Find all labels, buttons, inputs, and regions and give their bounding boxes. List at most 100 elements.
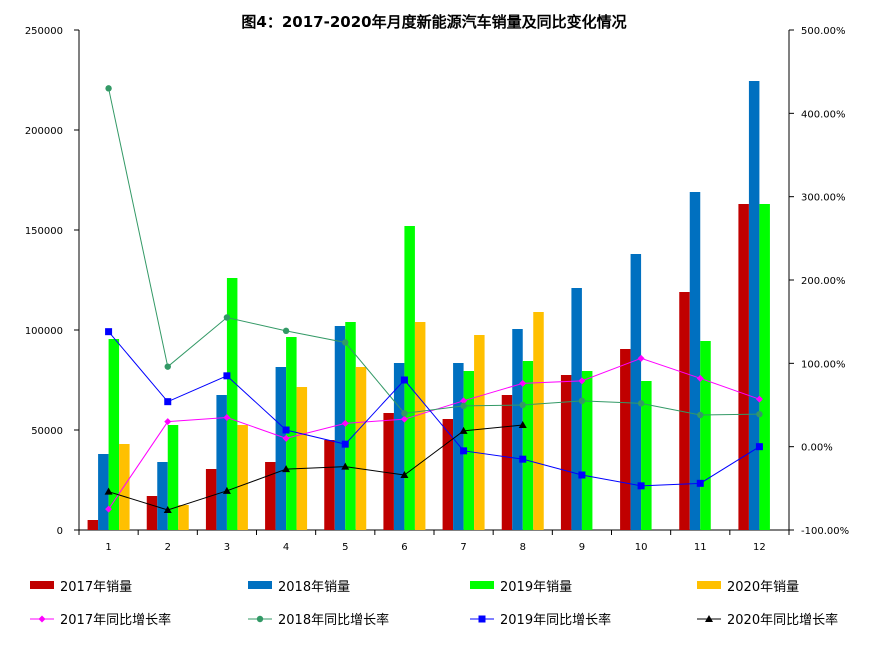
legend-label: 2019年同比增长率 bbox=[500, 612, 611, 628]
y-tick-label-right: 200.00% bbox=[801, 276, 846, 287]
y-tick-label-right: 0.00% bbox=[801, 443, 833, 454]
y-tick-label-left: 200000 bbox=[25, 126, 63, 137]
point-2018年同比增长率-9 bbox=[578, 397, 586, 405]
bar-2018年销量-6 bbox=[393, 363, 405, 530]
bar-2018年销量-9 bbox=[571, 288, 582, 530]
bar-2018年销量-10 bbox=[630, 254, 642, 530]
legend-marker-2020年同比增长率 bbox=[705, 615, 713, 622]
x-tick-label: 8 bbox=[520, 542, 526, 553]
point-2017年同比增长率-10 bbox=[637, 354, 645, 362]
plot-area: 0 50000 100000 150000 200000 250000 -100.00% 0.… bbox=[25, 26, 849, 553]
bar-2019年销量-5 bbox=[345, 322, 356, 530]
line-2020年同比增长率 bbox=[108, 424, 523, 511]
bar-2017年销量-10 bbox=[620, 349, 631, 530]
bar-2020年销量-7 bbox=[474, 335, 485, 530]
legend-label: 2020年销量 bbox=[727, 580, 799, 595]
bar-2017年销量-12 bbox=[738, 204, 749, 530]
bar-2019年销量-9 bbox=[581, 371, 593, 530]
bar-2018年销量-3 bbox=[216, 395, 227, 530]
line-2018年同比增长率 bbox=[108, 88, 760, 416]
point-2020年同比增长率-6 bbox=[400, 471, 409, 478]
bar-2018年销量-1 bbox=[98, 454, 109, 530]
bar-2020年销量-1 bbox=[119, 444, 130, 530]
bar-2018年销量-11 bbox=[689, 192, 701, 530]
bar-2017年销量-6 bbox=[383, 413, 394, 530]
y-tick-label-right: 400.00% bbox=[801, 109, 846, 120]
point-2020年同比增长率-4 bbox=[282, 465, 291, 473]
x-tick-label: 9 bbox=[579, 542, 585, 553]
bar-2018年销量-4 bbox=[275, 367, 287, 530]
legend-label: 2017年销量 bbox=[60, 580, 132, 595]
y-tick-label-right: 100.00% bbox=[801, 359, 846, 370]
point-2018年同比增长率-11 bbox=[697, 411, 704, 419]
bar-2020年销量-8 bbox=[533, 312, 544, 530]
point-2017年同比增长率-6 bbox=[400, 415, 408, 423]
point-2018年同比增长率-7 bbox=[460, 402, 467, 410]
y-tick-label-left: 150000 bbox=[25, 226, 63, 237]
legend: 2017年销量 2018年销量 2019年销量 2020年销量 2017年同比增长率 20… bbox=[30, 580, 838, 628]
chart-title: 图4：2017-2020年月度新能源汽车销量及同比变化情况 bbox=[241, 13, 626, 31]
x-tick-label: 2 bbox=[165, 542, 171, 553]
point-2017年同比增长率-5 bbox=[341, 419, 349, 427]
point-2019年同比增长率-9 bbox=[578, 471, 586, 479]
y-tick-label-left: 250000 bbox=[25, 26, 63, 37]
y-tick-label-right: 300.00% bbox=[801, 193, 846, 204]
bar-2019年销量-8 bbox=[522, 361, 534, 530]
point-2019年同比增长率-6 bbox=[400, 376, 408, 384]
bar-2017年销量-4 bbox=[265, 462, 276, 530]
bar-2018年销量-5 bbox=[334, 326, 346, 530]
legend-marker-2019年同比增长率 bbox=[478, 615, 486, 623]
bar-2017年销量-7 bbox=[442, 419, 454, 530]
bar-2019年销量-2 bbox=[167, 425, 179, 530]
point-2018年同比增长率-1 bbox=[105, 85, 112, 92]
x-tick-label: 5 bbox=[342, 542, 348, 553]
bar-2017年销量-5 bbox=[324, 440, 335, 530]
bar-2019年销量-3 bbox=[226, 278, 238, 530]
point-2018年同比增长率-12 bbox=[756, 410, 763, 418]
bar-2017年销量-2 bbox=[146, 496, 158, 530]
point-2019年同比增长率-12 bbox=[755, 443, 763, 451]
bar-2020年销量-6 bbox=[414, 322, 426, 530]
y-tick-label-left: 0 bbox=[57, 526, 63, 537]
x-tick-label: 1 bbox=[105, 542, 111, 553]
point-2019年同比增长率-5 bbox=[341, 440, 349, 448]
bar-2018年销量-8 bbox=[512, 329, 523, 530]
bar-2020年销量-3 bbox=[237, 425, 248, 530]
legend-label: 2020年同比增长率 bbox=[727, 612, 838, 628]
point-2017年同比增长率-2 bbox=[164, 418, 172, 426]
legend-marker-2018年同比增长率 bbox=[256, 615, 264, 623]
x-tick-label: 10 bbox=[635, 542, 648, 553]
y-tick-label-left: 50000 bbox=[31, 426, 63, 437]
y-tick-label-right: -100.00% bbox=[801, 526, 849, 537]
bar-2017年销量-9 bbox=[560, 375, 572, 530]
point-2017年同比增长率-7 bbox=[460, 397, 468, 405]
legend-label: 2019年销量 bbox=[500, 580, 572, 595]
point-2019年同比增长率-10 bbox=[637, 482, 645, 490]
legend-swatch-2017年销量 bbox=[30, 581, 54, 589]
point-2020年同比增长率-3 bbox=[222, 486, 231, 494]
point-2019年同比增长率-11 bbox=[696, 479, 704, 487]
legend-swatch-2020年销量 bbox=[697, 581, 721, 589]
bar-2018年销量-2 bbox=[157, 462, 168, 530]
point-2020年同比增长率-5 bbox=[341, 462, 350, 470]
bar-2017年销量-11 bbox=[679, 292, 690, 530]
point-2017年同比增长率-3 bbox=[223, 414, 231, 421]
legend-swatch-2018年销量 bbox=[248, 581, 272, 589]
point-2017年同比增长率-9 bbox=[578, 377, 586, 385]
bar-2019年销量-7 bbox=[463, 371, 475, 530]
legend-label: 2017年同比增长率 bbox=[60, 612, 171, 628]
bar-2019年销量-1 bbox=[108, 339, 120, 530]
point-2018年同比增长率-10 bbox=[637, 400, 645, 407]
point-2018年同比增长率-5 bbox=[342, 339, 349, 346]
point-2019年同比增长率-7 bbox=[460, 447, 468, 455]
point-2019年同比增长率-1 bbox=[105, 328, 113, 336]
bar-2017年销量-1 bbox=[87, 520, 99, 530]
bar-2018年销量-12 bbox=[748, 81, 760, 530]
point-2018年同比增长率-8 bbox=[519, 401, 526, 409]
line-2019年同比增长率 bbox=[108, 331, 760, 487]
bar-2020年销量-2 bbox=[178, 505, 189, 530]
point-2018年同比增长率-6 bbox=[401, 410, 408, 417]
point-2018年同比增长率-3 bbox=[223, 314, 231, 321]
bar-2019年销量-12 bbox=[759, 204, 770, 530]
